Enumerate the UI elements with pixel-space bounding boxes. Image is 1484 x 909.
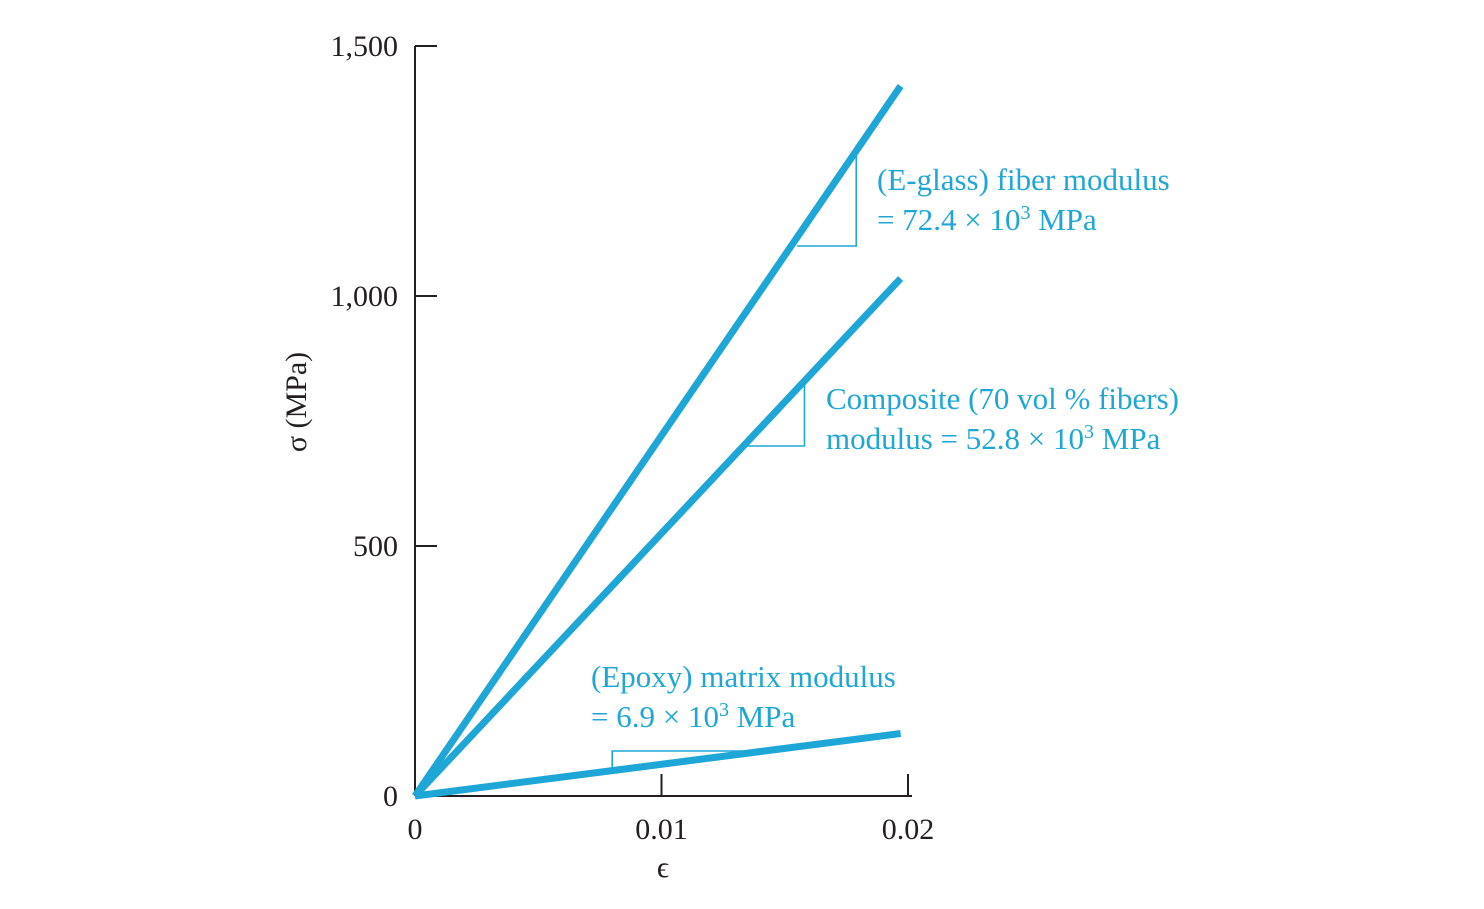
axes: 0 500 1,000 1,500 0 0.01 0.02: [331, 30, 935, 846]
annotation-matrix-line-2: = 6.9 × 103 MPa: [591, 699, 796, 734]
slope-marker-composite: [745, 381, 806, 447]
y-tick-label: 1,500: [331, 30, 399, 63]
slope-marker-matrix: [611, 750, 756, 769]
series-layer: [412, 84, 904, 800]
annotation-matrix-line-1: (Epoxy) matrix modulus: [591, 659, 896, 694]
x-tick-label: 0.01: [635, 813, 688, 846]
y-tick-label: 500: [353, 530, 398, 563]
series-line-matrix: [414, 730, 902, 800]
y-tick-label: 0: [383, 780, 398, 813]
series-line-fiber: [412, 84, 904, 798]
y-tick-label: 1,000: [331, 280, 399, 313]
x-tick-label: 0.02: [882, 813, 935, 846]
x-axis-label: ϵ: [657, 851, 669, 884]
annotation-fiber-line-1: (E-glass) fiber modulus: [877, 162, 1170, 197]
annotation-fiber-line-2: = 72.4 × 103 MPa: [877, 202, 1097, 237]
y-axis-label: σ (MPa): [280, 352, 313, 452]
annotation-composite-line-1: Composite (70 vol % fibers): [826, 381, 1179, 416]
series-line-composite: [412, 276, 904, 799]
slope-marker-fiber: [797, 146, 858, 247]
annotation-composite-line-2: modulus = 52.8 × 103 MPa: [826, 421, 1161, 456]
annotation-layer: (E-glass) fiber modulus = 72.4 × 103 MPa C…: [591, 162, 1179, 734]
x-tick-label: 0: [408, 813, 423, 846]
